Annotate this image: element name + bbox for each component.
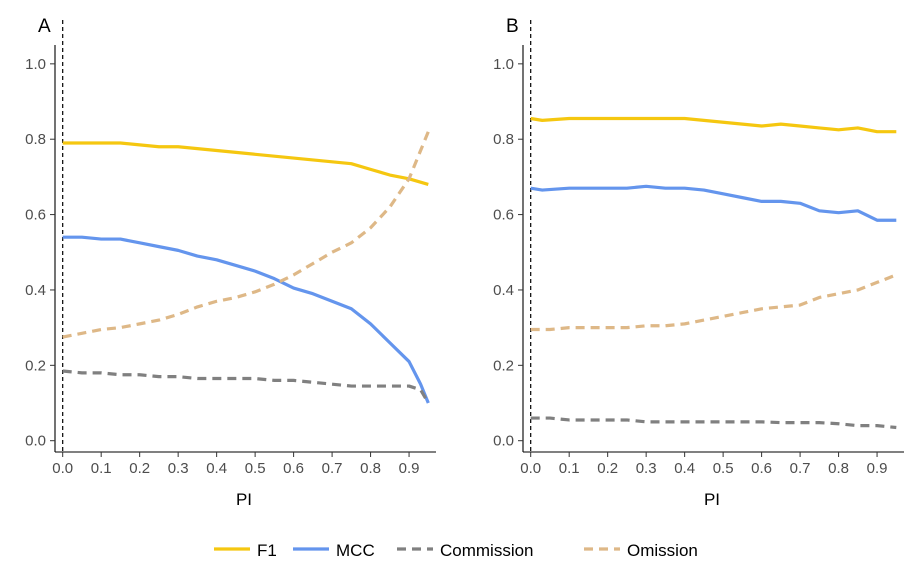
panel-b-series-omission: [530, 273, 897, 332]
legend: F1 MCC Commission Omission: [214, 541, 698, 560]
panel-a-x-axis-title: PI: [236, 490, 252, 509]
panel-a-y-tick-label: 1.0: [25, 56, 46, 73]
panel-b-y-tick-label: 0.4: [493, 282, 514, 299]
panel-a-y-tick-label: 0.4: [25, 282, 46, 299]
panel-a-x-tick-label: 0.7: [322, 460, 343, 477]
panel-b-x-tick-label: 0.0: [520, 460, 541, 477]
panel-a-y-tick-label: 0.8: [25, 131, 46, 148]
legend-label-mcc: MCC: [336, 541, 375, 560]
panel-b-x-axis-title: PI: [704, 490, 720, 509]
panel-a-x-tick-label: 0.2: [129, 460, 150, 477]
panel-b-y-tick-label: 1.0: [493, 56, 514, 73]
legend-label-commission: Commission: [440, 541, 534, 560]
panel-b-x-tick-label: 0.4: [674, 460, 695, 477]
panel-a-plot: 0.0 0.2 0.4 0.6 0.8 1.0 0.0 0.1 0.2 0.3 0.4 0.5 0.6 0…: [25, 20, 436, 477]
panel-b-y-tick-label: 0.2: [493, 357, 514, 374]
panel-a-x-tick-label: 0.0: [52, 460, 73, 477]
panel-b-x-tick-label: 0.7: [790, 460, 811, 477]
panel-b-series-f1: [530, 116, 897, 134]
legend-label-omission: Omission: [627, 541, 698, 560]
panel-a-y-tick-label: 0.0: [25, 433, 46, 450]
panel-a-series-mcc: [62, 235, 430, 404]
legend-label-f1: F1: [257, 541, 277, 560]
panel-a-x-tick-label: 0.3: [168, 460, 189, 477]
panel-a-series-commission: [62, 369, 430, 404]
panel-a-label: A: [38, 16, 51, 37]
legend-item-f1: F1: [214, 541, 277, 560]
panel-b-x-tick-label: 0.3: [636, 460, 657, 477]
panel-a-series-f1: [62, 141, 429, 186]
panel-a: A 0.00.20.40.60.81.00.0 0.1 0.2 0.3 0.4 0.5 0.…: [25, 16, 436, 509]
panel-b-x-tick-label: 0.1: [559, 460, 580, 477]
panel-a-x-tick-label: 0.8: [360, 460, 381, 477]
panel-a-series-omission: [62, 131, 430, 339]
panel-b-x-tick-label: 0.5: [713, 460, 734, 477]
panel-b-label: B: [506, 16, 519, 37]
panel-a-y-tick-label: 0.2: [25, 357, 46, 374]
panel-b-plot: 0.0 0.2 0.4 0.6 0.8 1.0 0.0 0.1 0.2 0.3 0.4 0.5 0.6 0…: [493, 20, 904, 477]
panel-b-x-tick-label: 0.2: [597, 460, 618, 477]
panel-b-x-tick-label: 0.6: [751, 460, 772, 477]
panel-a-x-tick-label: 0.6: [283, 460, 304, 477]
panel-b-series-mcc: [530, 184, 897, 222]
legend-item-commission: Commission: [397, 541, 534, 560]
panel-b-y-tick-label: 0.8: [493, 131, 514, 148]
panel-b-x-tick-label: 0.9: [867, 460, 888, 477]
panel-a-x-tick-label: 0.5: [245, 460, 266, 477]
panel-a-x-tick-label: 0.4: [206, 460, 227, 477]
panel-a-x-tick-label: 0.9: [399, 460, 420, 477]
panel-a-y-tick-label: 0.6: [25, 207, 46, 224]
panel-a-x-tick-label: 0.1: [91, 460, 112, 477]
panel-b-series-commission: [530, 416, 897, 430]
panel-b: B 0.00.20.40.60.81.00.0 0.1 0.2 0.3 0.4 0.5 0.…: [493, 16, 904, 509]
panel-b-y-tick-label: 0.0: [493, 433, 514, 450]
panel-b-x-tick-label: 0.8: [828, 460, 849, 477]
panel-b-y-tick-label: 0.6: [493, 207, 514, 224]
legend-item-omission: Omission: [584, 541, 698, 560]
legend-item-mcc: MCC: [293, 541, 375, 560]
